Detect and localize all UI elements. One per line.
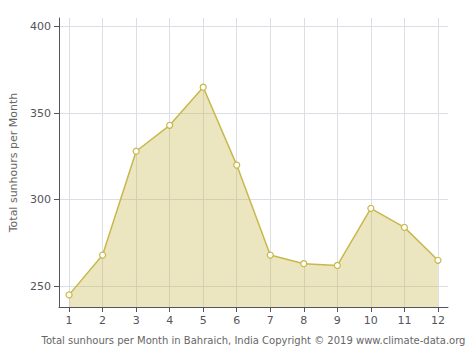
svg-text:11: 11 — [397, 314, 411, 327]
svg-text:5: 5 — [200, 314, 207, 327]
svg-text:Total sunhours per Month: Total sunhours per Month — [7, 93, 20, 234]
svg-text:6: 6 — [233, 314, 240, 327]
svg-text:2: 2 — [99, 314, 106, 327]
svg-text:350: 350 — [30, 107, 51, 120]
svg-text:10: 10 — [364, 314, 378, 327]
svg-text:250: 250 — [30, 280, 51, 293]
svg-text:7: 7 — [267, 314, 274, 327]
svg-text:1: 1 — [66, 314, 73, 327]
svg-text:300: 300 — [30, 193, 51, 206]
svg-text:3: 3 — [133, 314, 140, 327]
svg-text:9: 9 — [334, 314, 341, 327]
svg-text:400: 400 — [30, 20, 51, 33]
svg-text:4: 4 — [166, 314, 173, 327]
svg-text:12: 12 — [431, 314, 445, 327]
svg-text:8: 8 — [300, 314, 307, 327]
svg-text:Total sunhours per Month in Ba: Total sunhours per Month in Bahraich, In… — [41, 335, 466, 346]
